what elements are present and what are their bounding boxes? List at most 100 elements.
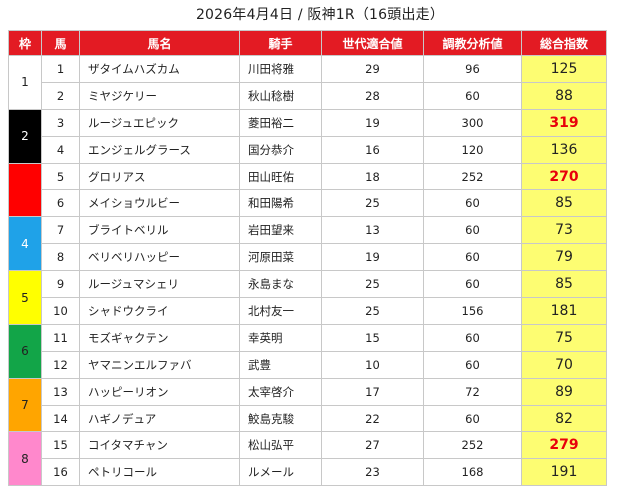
table-body: 1 1 ザタイムハズカム 川田将雅 29 96 125 2 ミヤジケリー 秋山稔樹 28 60 88 2 3…: [8, 55, 607, 487]
jockey-cell: 松山弘平: [239, 431, 322, 460]
umaban-cell: 13: [41, 377, 80, 406]
jockey-cell: 田山旺佑: [239, 162, 322, 191]
jockey-cell: 岩田望来: [239, 216, 322, 245]
horse-name-cell: グロリアス: [79, 162, 240, 191]
jockey-cell: 幸英明: [239, 323, 322, 352]
header-training: 調教分析値: [423, 30, 522, 56]
waku-cell: 4: [8, 216, 42, 272]
total-index-cell: 191: [521, 458, 607, 487]
jockey-cell: 和田陽希: [239, 189, 322, 218]
table-row: 8 15 コイタマチャン 松山弘平 27 252 279: [8, 431, 607, 487]
training-value-cell: 60: [423, 216, 522, 245]
total-index-cell: 82: [521, 404, 607, 433]
waku-cell: 1: [8, 55, 42, 110]
horse-name-cell: ヤマニンエルファバ: [79, 350, 240, 379]
total-index-cell: 85: [521, 189, 607, 218]
horse-name-cell: メイショウルビー: [79, 189, 240, 218]
jockey-cell: 菱田裕二: [239, 108, 322, 137]
umaban-cell: 11: [41, 323, 80, 352]
table-row: 7 13 ハッピーリオン 太宰啓介 17 72 89: [8, 377, 607, 433]
generation-value-cell: 23: [321, 458, 424, 487]
header-total: 総合指数: [521, 30, 607, 56]
table-row: 6 メイショウルビー 和田陽希 25 60 85: [9, 189, 607, 218]
umaban-cell: 8: [41, 243, 80, 272]
generation-value-cell: 25: [321, 297, 424, 325]
training-value-cell: 300: [423, 108, 522, 137]
table-header-row: 枠 馬 馬名 騎手 世代適合値 調教分析値 総合指数: [8, 30, 607, 56]
jockey-cell: 永島まな: [239, 270, 322, 299]
umaban-cell: 15: [41, 431, 80, 460]
header-waku: 枠: [8, 30, 42, 56]
jockey-cell: 北村友一: [239, 297, 322, 325]
total-index-cell: 73: [521, 216, 607, 245]
umaban-cell: 4: [41, 135, 80, 164]
horse-name-cell: エンジェルグラース: [79, 135, 240, 164]
horse-name-cell: シャドウクライ: [79, 297, 240, 325]
generation-value-cell: 17: [321, 377, 424, 406]
table-row: 3 5 グロリアス 田山旺佑 18 252 270: [8, 162, 607, 218]
jockey-cell: 太宰啓介: [239, 377, 322, 406]
training-value-cell: 252: [423, 162, 522, 191]
total-index-cell: 89: [521, 377, 607, 406]
training-value-cell: 60: [423, 350, 522, 379]
umaban-cell: 3: [41, 108, 80, 137]
table-row: 8 ベリベリハッピー 河原田菜 19 60 79: [9, 243, 607, 272]
training-value-cell: 60: [423, 323, 522, 352]
horse-name-cell: ハッピーリオン: [79, 377, 240, 406]
training-value-cell: 120: [423, 135, 522, 164]
generation-value-cell: 18: [321, 162, 424, 191]
generation-value-cell: 15: [321, 323, 424, 352]
umaban-cell: 14: [41, 404, 80, 433]
training-value-cell: 60: [423, 270, 522, 299]
horse-name-cell: ルージュマシェリ: [79, 270, 240, 299]
header-horse: 馬名: [79, 30, 240, 56]
generation-value-cell: 13: [321, 216, 424, 245]
table-row: 1 1 ザタイムハズカム 川田将雅 29 96 125: [8, 55, 607, 110]
umaban-cell: 2: [41, 81, 80, 110]
race-table: 枠 馬 馬名 騎手 世代適合値 調教分析値 総合指数 1 1 ザタイムハズカム 川田将…: [8, 30, 607, 487]
umaban-cell: 16: [41, 458, 80, 487]
umaban-cell: 12: [41, 350, 80, 379]
jockey-cell: ルメール: [239, 458, 322, 487]
horse-name-cell: ミヤジケリー: [79, 81, 240, 110]
jockey-cell: 秋山稔樹: [239, 81, 322, 110]
generation-value-cell: 27: [321, 431, 424, 460]
horse-name-cell: ザタイムハズカム: [79, 55, 240, 83]
umaban-cell: 10: [41, 297, 80, 325]
table-row: 12 ヤマニンエルファバ 武豊 10 60 70: [9, 350, 607, 379]
umaban-cell: 1: [41, 55, 80, 83]
training-value-cell: 60: [423, 189, 522, 218]
jockey-cell: 川田将雅: [239, 55, 322, 83]
generation-value-cell: 22: [321, 404, 424, 433]
umaban-cell: 9: [41, 270, 80, 299]
header-generation: 世代適合値: [321, 30, 424, 56]
header-umaban: 馬: [41, 30, 80, 56]
training-value-cell: 168: [423, 458, 522, 487]
training-value-cell: 156: [423, 297, 522, 325]
horse-name-cell: ルージュエピック: [79, 108, 240, 137]
generation-value-cell: 19: [321, 243, 424, 272]
total-index-cell: 136: [521, 135, 607, 164]
table-row: 4 エンジェルグラース 国分恭介 16 120 136: [9, 135, 607, 164]
waku-cell: 5: [8, 270, 42, 325]
training-value-cell: 252: [423, 431, 522, 460]
total-index-cell: 85: [521, 270, 607, 299]
training-value-cell: 60: [423, 404, 522, 433]
horse-name-cell: ハギノデュア: [79, 404, 240, 433]
total-index-cell: 319: [521, 108, 607, 137]
generation-value-cell: 25: [321, 270, 424, 299]
total-index-cell: 88: [521, 81, 607, 110]
training-value-cell: 72: [423, 377, 522, 406]
total-index-cell: 75: [521, 323, 607, 352]
waku-cell: 6: [8, 323, 42, 379]
generation-value-cell: 28: [321, 81, 424, 110]
horse-name-cell: ペトリコール: [79, 458, 240, 487]
training-value-cell: 60: [423, 81, 522, 110]
waku-cell: 7: [8, 377, 42, 433]
umaban-cell: 6: [41, 189, 80, 218]
total-index-cell: 125: [521, 55, 607, 83]
horse-name-cell: モズギャクテン: [79, 323, 240, 352]
table-row: 4 7 ブライトベリル 岩田望来 13 60 73: [8, 216, 607, 272]
horse-name-cell: コイタマチャン: [79, 431, 240, 460]
umaban-cell: 5: [41, 162, 80, 191]
